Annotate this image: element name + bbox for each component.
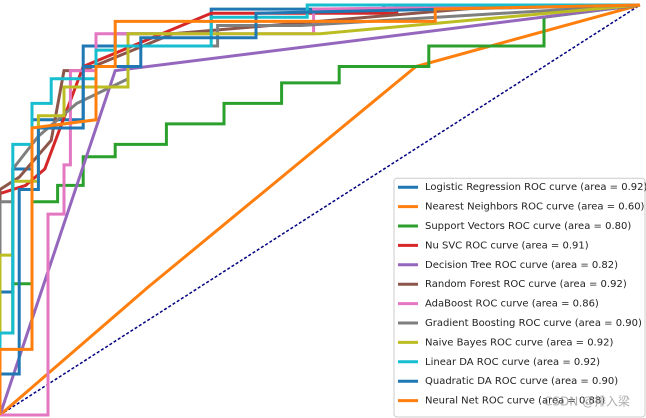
roc-curve (0, 3, 641, 417)
roc-curve (0, 3, 641, 415)
legend-label: Random Forest ROC curve (area = 0.92) (425, 279, 627, 290)
roc-curve (0, 3, 641, 415)
legend-label: Nu SVC ROC curve (area = 0.91) (425, 240, 589, 251)
legend-label: Neural Net ROC curve (area = 0.88) (425, 396, 605, 407)
legend-label: Nearest Neighbors ROC curve (area = 0.60… (425, 202, 645, 213)
legend-label: Quadratic DA ROC curve (area = 0.90) (425, 376, 618, 387)
legend-label: Linear DA ROC curve (area = 0.92) (425, 357, 600, 368)
roc-curve (0, 3, 641, 415)
legend-label: Gradient Boosting ROC curve (area = 0.90… (425, 318, 642, 329)
legend: Logistic Regression ROC curve (area = 0.… (393, 177, 646, 418)
watermark: CSDN @排入梁 (544, 394, 630, 409)
roc-curve (0, 3, 641, 416)
roc-curve (0, 3, 640, 415)
roc-curve (0, 3, 641, 415)
legend-label: Support Vectors ROC curve (area = 0.80) (425, 221, 631, 232)
reference-line (0, 4, 641, 416)
legend-label: Decision Tree ROC curve (area = 0.82) (425, 260, 618, 271)
legend-label: Logistic Regression ROC curve (area = 0.… (425, 182, 646, 193)
plot-area (0, 3, 641, 417)
legend-label: Naive Bayes ROC curve (area = 0.92) (425, 337, 613, 348)
legend-label: AdaBoost ROC curve (area = 0.86) (425, 299, 599, 310)
roc-curve (0, 3, 641, 417)
legend-box (393, 177, 646, 418)
